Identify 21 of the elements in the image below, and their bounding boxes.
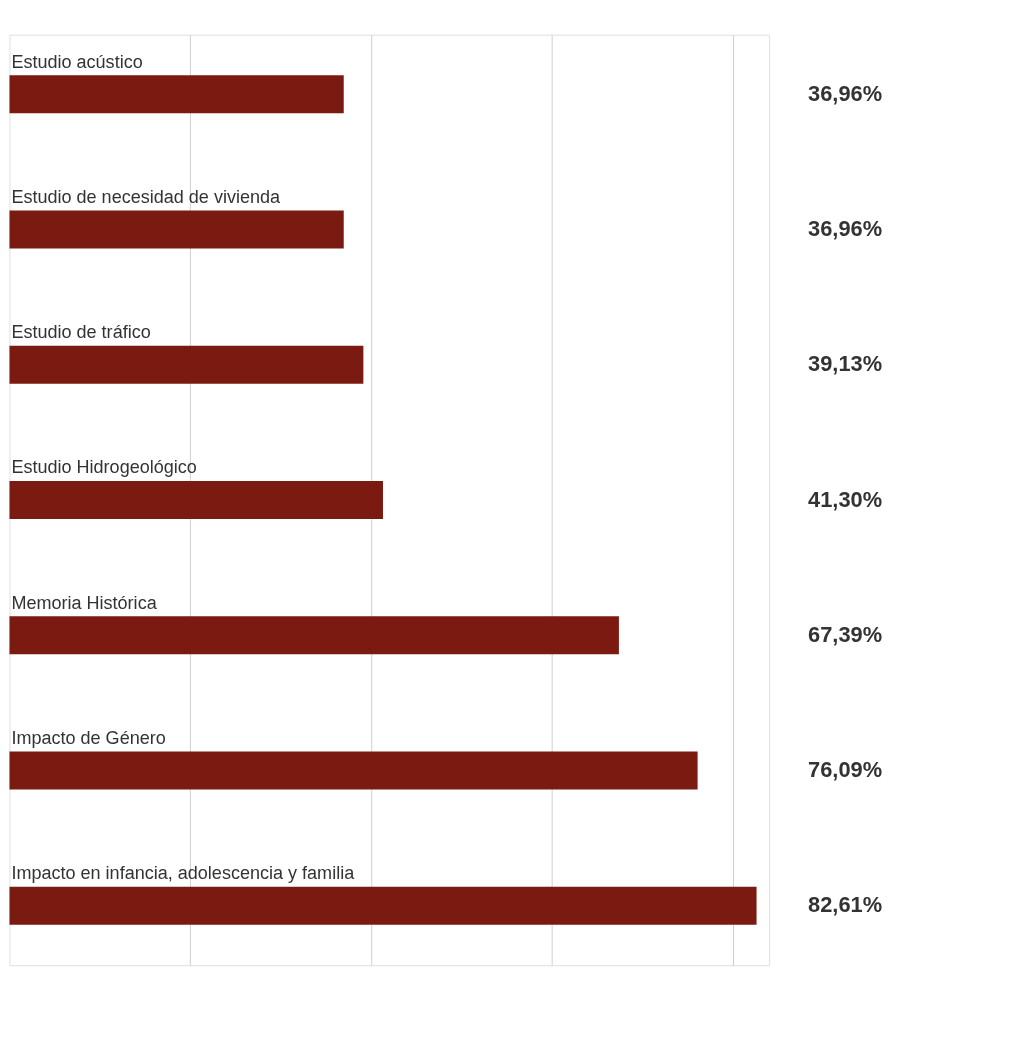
data-label: 76,09% (808, 757, 883, 783)
bar (9, 345, 364, 384)
data-label: 67,39% (808, 621, 883, 647)
data-label: 82,61% (808, 892, 883, 918)
bar (9, 886, 757, 925)
data-label: 36,96% (808, 216, 883, 242)
y-tick-label: Memoria Histórica (11, 592, 158, 613)
y-tick-label: Estudio de tráfico (11, 322, 151, 343)
data-label: 41,30% (808, 486, 883, 512)
bar (9, 481, 383, 519)
y-tick-label: Estudio Hidrogeológico (11, 457, 197, 478)
y-tick-label: Impacto de Género (11, 727, 166, 748)
data-label: 36,96% (808, 80, 883, 106)
bar (9, 75, 344, 114)
y-tick-label: Impacto en infancia, adolescencia y familia (11, 863, 356, 884)
bar (9, 210, 344, 249)
y-tick-label: Estudio de necesidad de vivienda (11, 186, 282, 207)
y-tick-label: Estudio acústico (11, 51, 143, 72)
data-label: 39,13% (808, 351, 883, 377)
bar (9, 616, 619, 655)
bar (9, 751, 698, 790)
